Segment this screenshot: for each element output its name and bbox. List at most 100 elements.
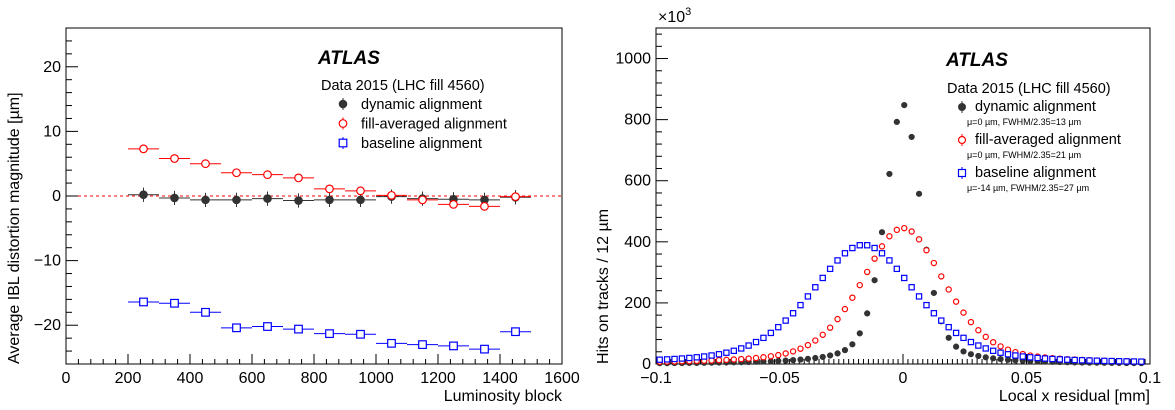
right-data-point xyxy=(797,356,804,363)
right-atlas-label: ATLAS xyxy=(945,50,1008,71)
left-data-point xyxy=(511,192,520,202)
right-data-point xyxy=(886,257,893,264)
right-data-point xyxy=(775,323,782,331)
right-data-point xyxy=(841,347,849,354)
left-y-axis-label: Average IBL distortion magnitude [µm] xyxy=(6,92,23,364)
right-data-point xyxy=(1115,358,1123,365)
left-data-point xyxy=(201,159,210,169)
right-data-point xyxy=(915,293,923,300)
right-data-point xyxy=(834,315,841,323)
right-data-point xyxy=(856,330,863,337)
right-data-point xyxy=(953,343,960,350)
right-data-point xyxy=(945,323,952,331)
left-data-point xyxy=(356,329,365,339)
right-data-point xyxy=(782,357,789,364)
right-data-point xyxy=(656,356,663,363)
right-y-tick-label: 0 xyxy=(642,356,651,373)
right-data-point xyxy=(908,228,915,235)
right-data-point xyxy=(1093,357,1101,364)
left-series-fill-averaged-alignment xyxy=(128,144,531,211)
right-data-point xyxy=(960,334,967,342)
right-data-point xyxy=(849,341,856,348)
left-data-point xyxy=(232,195,241,205)
left-legend-label: dynamic alignment xyxy=(361,97,482,113)
left-data-point xyxy=(232,168,241,178)
left-data-point xyxy=(480,201,489,211)
right-y-axis-label: Hits on tracks / 12 µm xyxy=(595,209,612,364)
right-data-point xyxy=(930,259,938,267)
right-data-point xyxy=(782,350,789,357)
right-data-point xyxy=(856,242,863,249)
right-data-point xyxy=(1004,351,1012,358)
right-data-point xyxy=(767,329,775,337)
right-data-point xyxy=(1027,354,1034,361)
left-y-tick-label: −10 xyxy=(34,253,61,270)
left-data-point xyxy=(356,186,365,196)
left-data-point xyxy=(294,324,303,334)
right-x-tick-label: 0.05 xyxy=(1011,370,1042,387)
right-data-point xyxy=(730,347,738,355)
right-data-point xyxy=(752,338,760,346)
right-data-point xyxy=(1034,354,1041,362)
right-data-point xyxy=(878,229,886,236)
right-data-point xyxy=(708,352,715,359)
right-data-point xyxy=(997,356,1004,363)
left-y-tick-label: 0 xyxy=(52,188,61,205)
left-data-point xyxy=(170,298,179,308)
right-legend-annotation: μ=-14 µm, FWHM/2.35=27 µm xyxy=(967,183,1089,193)
right-data-point xyxy=(775,351,782,359)
right-data-point xyxy=(938,317,945,324)
right-data-point xyxy=(723,356,730,364)
right-data-point xyxy=(789,348,797,355)
right-legend-label: fill-averaged alignment xyxy=(975,132,1121,148)
right-y-tick-label: 200 xyxy=(624,295,651,312)
right-data-point xyxy=(812,337,819,344)
left-x-tick-label: 1200 xyxy=(420,370,456,387)
right-data-point xyxy=(1123,358,1130,365)
right-data-point xyxy=(960,348,967,355)
left-x-tick-label: 600 xyxy=(239,370,266,387)
right-data-point xyxy=(901,102,908,109)
left-data-point xyxy=(170,154,179,163)
right-legend-label: baseline alignment xyxy=(975,165,1096,181)
right-data-point xyxy=(945,286,952,293)
right-data-point xyxy=(967,318,975,326)
right-legend-marker xyxy=(957,168,967,178)
right-data-point xyxy=(826,324,834,331)
right-data-point xyxy=(975,327,982,334)
right-data-point xyxy=(723,349,730,356)
right-x-axis-label: Local x residual [mm] xyxy=(999,388,1150,405)
left-x-tick-label: 1000 xyxy=(358,370,394,387)
right-data-point xyxy=(812,284,819,291)
right-data-point xyxy=(893,265,901,273)
right-legend: dynamic alignment μ=0 µm, FWHM/2.35=13 µm… xyxy=(957,99,1121,193)
right-data-point xyxy=(923,301,930,309)
left-data-point xyxy=(263,170,272,180)
right-plot-frame xyxy=(655,27,1151,365)
right-x-tick-label: 0 xyxy=(899,370,908,387)
right-data-point xyxy=(915,236,923,243)
left-data-point xyxy=(201,307,210,317)
right-legend-marker xyxy=(957,135,967,145)
left-data-point xyxy=(294,196,303,205)
right-data-point xyxy=(693,354,700,361)
right-data-point xyxy=(989,347,997,355)
left-data-point xyxy=(449,199,458,209)
left-data-point xyxy=(387,190,396,200)
right-data-point xyxy=(841,305,849,313)
right-y-multiplier-exp: 3 xyxy=(685,6,691,18)
left-data-point xyxy=(139,190,148,200)
right-y-multiplier: ×103 xyxy=(658,6,691,26)
right-data-point xyxy=(893,118,900,126)
right-data-point xyxy=(812,354,819,362)
right-data-point xyxy=(908,133,915,141)
right-x-tick-label: −0.05 xyxy=(759,370,800,387)
right-data-point xyxy=(1004,356,1012,363)
right-data-point xyxy=(775,357,782,365)
right-data-point xyxy=(901,224,908,232)
right-data-point xyxy=(997,349,1004,356)
left-legend-marker xyxy=(338,119,348,128)
right-y-multiplier-base: ×10 xyxy=(658,9,685,26)
